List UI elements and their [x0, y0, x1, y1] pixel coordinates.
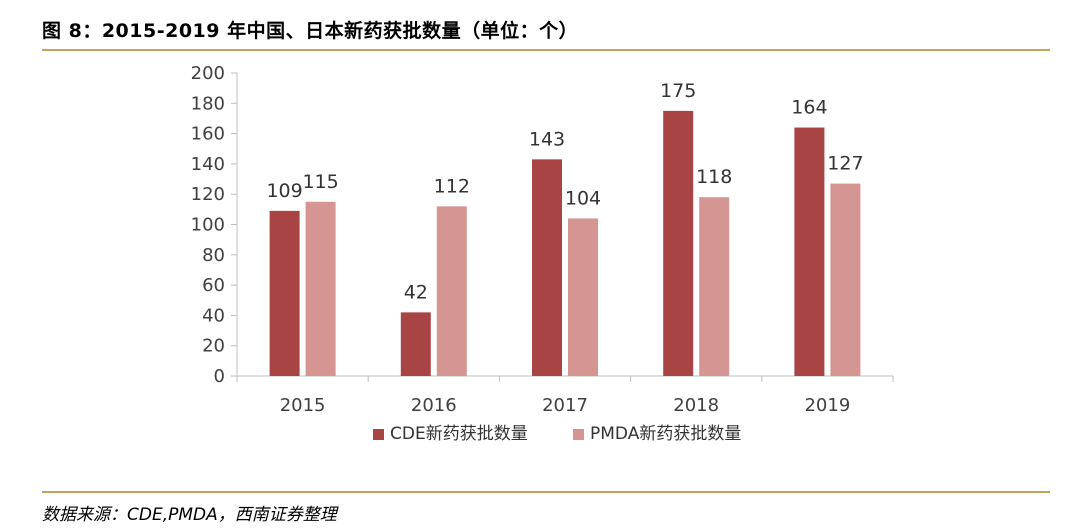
source-note: 数据来源：CDE,PMDA，西南证券整理 [42, 505, 337, 525]
chart-title: 图 8：2015-2019 年中国、日本新药获批数量（单位：个） [42, 20, 579, 42]
bar-cde-2017 [532, 159, 562, 376]
bar-pmda-2018 [699, 197, 730, 376]
chart-axes: 0 20 40 60 80 100 120 140 160 180 200 2015 2016 2017 2… [191, 63, 894, 416]
legend-swatch-pmda [573, 429, 584, 440]
chart-bars [269, 110, 861, 376]
bar-cde-2016 [400, 312, 431, 376]
y-tick-label: 120 [191, 184, 225, 205]
y-tick-label: 200 [191, 63, 225, 84]
bar-cde-2019 [794, 127, 825, 376]
chart-legend: CDE新药获批数量 PMDA新药获批数量 [373, 424, 741, 444]
data-label: 118 [696, 166, 732, 188]
bar-chart: 0 20 40 60 80 100 120 140 160 180 200 2015 2016 2017 2… [191, 63, 894, 444]
chart-data-labels: 109 115 42 112 143 104 175 118 164 127 [266, 80, 863, 303]
data-label: 104 [565, 187, 601, 209]
bar-pmda-2019 [830, 183, 861, 376]
data-label: 175 [660, 80, 696, 102]
y-tick-label: 100 [191, 215, 225, 236]
y-tick-label: 20 [202, 336, 225, 357]
x-tick-label: 2018 [673, 395, 719, 416]
data-label: 127 [827, 153, 863, 175]
data-label: 164 [791, 97, 827, 119]
y-tick-label: 140 [191, 154, 225, 175]
x-tick-label: 2015 [280, 395, 326, 416]
bar-pmda-2017 [568, 218, 598, 376]
x-tick-label: 2019 [804, 395, 850, 416]
legend-label-cde: CDE新药获批数量 [390, 424, 528, 444]
data-label: 112 [434, 175, 470, 197]
data-label: 42 [404, 281, 428, 303]
y-tick-label: 180 [191, 93, 225, 114]
x-tick-label: 2016 [411, 395, 457, 416]
data-label: 115 [302, 171, 338, 193]
y-tick-label: 160 [191, 124, 225, 145]
x-tick-label: 2017 [542, 395, 588, 416]
y-tick-label: 40 [202, 305, 225, 326]
bar-cde-2015 [269, 210, 300, 376]
data-label: 143 [529, 128, 565, 150]
data-label: 109 [266, 180, 302, 202]
y-tick-label: 0 [214, 366, 225, 387]
bar-pmda-2015 [305, 201, 336, 376]
legend-label-pmda: PMDA新药获批数量 [590, 424, 741, 444]
bottom-divider [42, 491, 1050, 493]
y-tick-label: 80 [202, 245, 225, 266]
bar-pmda-2016 [436, 206, 467, 376]
legend-swatch-cde [373, 429, 384, 440]
bar-cde-2018 [663, 110, 694, 376]
top-divider [42, 49, 1050, 51]
y-tick-label: 60 [202, 275, 225, 296]
